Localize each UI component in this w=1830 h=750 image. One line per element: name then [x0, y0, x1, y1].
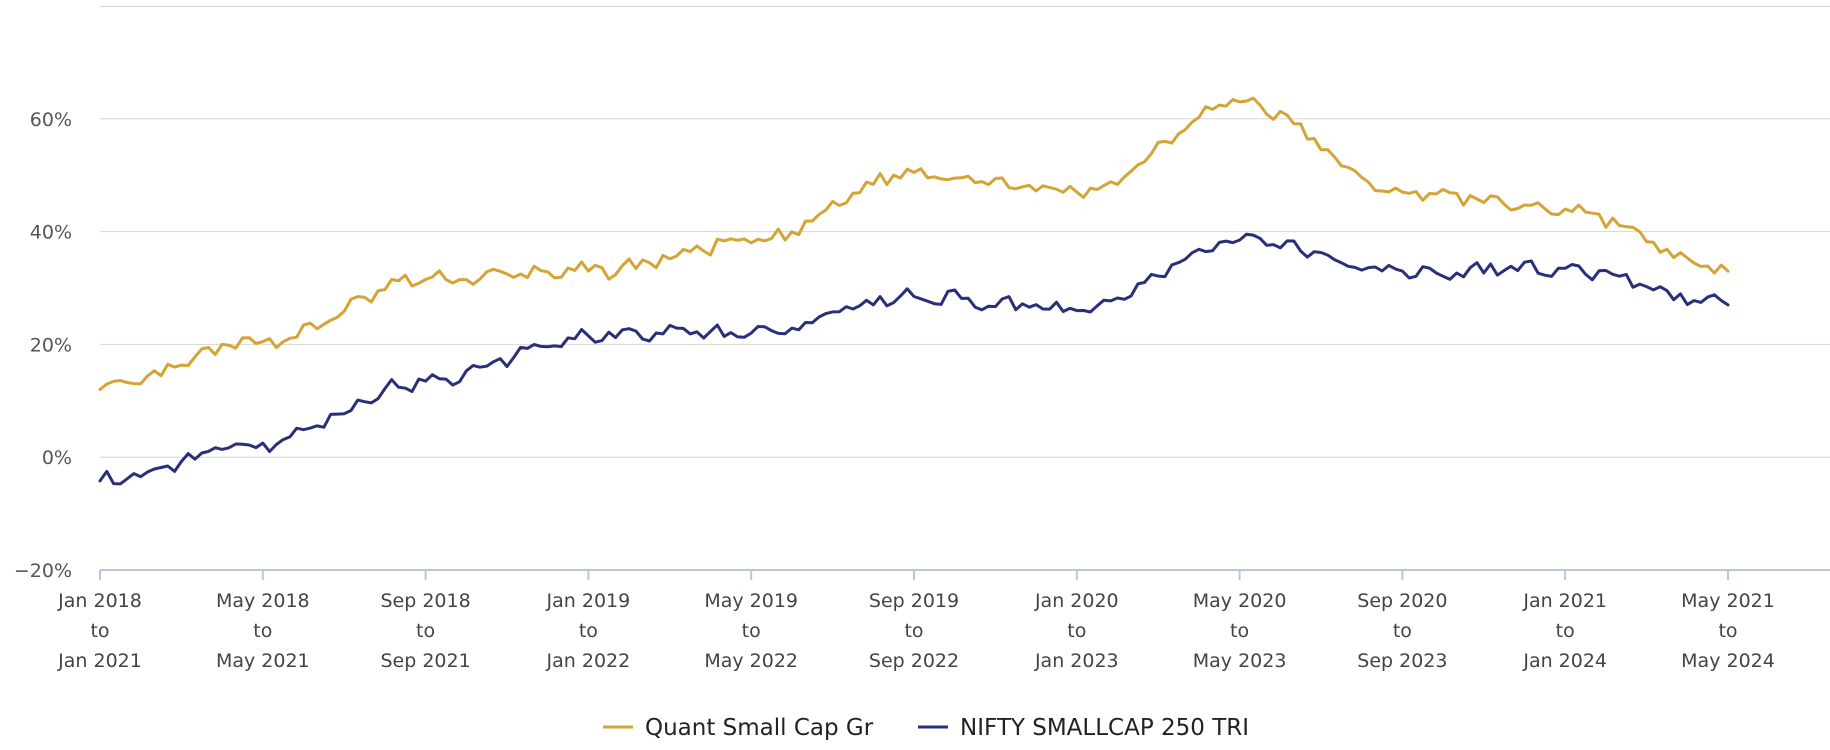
x-tick-label: Jan 2022 [546, 650, 631, 672]
x-tick-label: Sep 2022 [869, 650, 959, 672]
legend-label: Quant Small Cap Gr [645, 715, 874, 741]
y-tick-label: 0% [42, 447, 72, 469]
x-tick-label: Jan 2019 [546, 590, 631, 612]
x-tick-label: May 2020 [1193, 590, 1287, 612]
x-tick-label: to [1230, 620, 1249, 642]
legend-label: NIFTY SMALLCAP 250 TRI [960, 715, 1249, 741]
series-line-fund [98, 96, 1730, 391]
x-tick-label: Jan 2024 [1522, 650, 1607, 672]
x-tick-label: May 2022 [704, 650, 798, 672]
x-tick-label: May 2021 [216, 650, 310, 672]
x-tick-label: Sep 2023 [1357, 650, 1447, 672]
x-tick-label: Sep 2019 [869, 590, 959, 612]
series-line-benchmark [98, 232, 1730, 486]
x-tick-label: to [253, 620, 272, 642]
x-tick-label: to [1718, 620, 1737, 642]
y-tick-label: 20% [30, 334, 72, 356]
x-tick-label: to [1393, 620, 1412, 642]
x-tick-label: May 2018 [216, 590, 310, 612]
gridlines [100, 6, 1830, 458]
series-lines [98, 96, 1730, 486]
x-tick-label: May 2019 [704, 590, 798, 612]
legend[interactable]: Quant Small Cap Gr NIFTY SMALLCAP 250 TRI [603, 715, 1249, 741]
y-tick-label: 60% [30, 109, 72, 131]
x-tick-label: to [1067, 620, 1086, 642]
x-tick-label: Sep 2020 [1357, 590, 1447, 612]
x-tick-label: to [579, 620, 598, 642]
y-tick-label: −20% [14, 560, 72, 582]
x-tick-label: Jan 2020 [1034, 590, 1119, 612]
x-tick-label: to [1556, 620, 1575, 642]
x-tick-label: Sep 2021 [380, 650, 470, 672]
x-tick-label: Jan 2021 [57, 650, 142, 672]
x-tick-label: to [416, 620, 435, 642]
x-tick-label: to [90, 620, 109, 642]
x-tick-label: Sep 2018 [380, 590, 470, 612]
x-tick-label: May 2024 [1681, 650, 1775, 672]
x-tick-label: May 2021 [1681, 590, 1775, 612]
y-axis: −20% 0% 20% 40% 60% [14, 109, 72, 582]
x-tick-label: to [904, 620, 923, 642]
x-tick-label: Jan 2021 [1522, 590, 1607, 612]
x-tick-label: to [742, 620, 761, 642]
x-tick-label: May 2023 [1193, 650, 1287, 672]
x-axis: Jan 2018 to Jan 2021 May 2018 to May 2021 Sep … [57, 569, 1830, 672]
legend-item[interactable]: NIFTY SMALLCAP 250 TRI [918, 715, 1249, 741]
legend-item[interactable]: Quant Small Cap Gr [603, 715, 874, 741]
x-tick-label: Jan 2023 [1034, 650, 1119, 672]
x-tick-label: Jan 2018 [57, 590, 142, 612]
y-tick-label: 40% [30, 222, 72, 244]
